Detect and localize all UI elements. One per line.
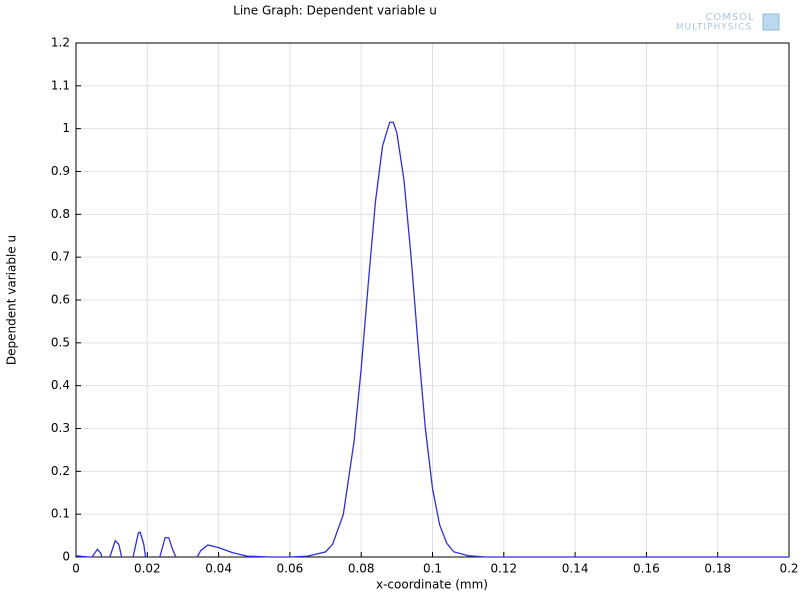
y-tick-label: 1.2 — [51, 36, 70, 50]
x-tick-label: 0.16 — [633, 562, 660, 576]
x-tick-label: 0.02 — [134, 562, 161, 576]
x-tick-label: 0.12 — [490, 562, 517, 576]
x-tick-label: 0.1 — [423, 562, 442, 576]
logo-icon — [762, 13, 780, 31]
logo-text: MULTIPHYSICS — [676, 23, 752, 33]
y-tick-label: 0.8 — [51, 207, 70, 221]
x-tick-label: 0.2 — [779, 562, 798, 576]
x-tick-label: 0.04 — [205, 562, 232, 576]
y-tick-label: 1.1 — [51, 78, 70, 92]
x-tick-label: 0.14 — [562, 562, 589, 576]
y-tick-label: 0.6 — [51, 293, 70, 307]
logo-text: COMSOL — [705, 12, 754, 23]
y-tick-label: 0.7 — [51, 250, 70, 264]
x-tick-label: 0.06 — [277, 562, 304, 576]
y-tick-label: 0.4 — [51, 378, 70, 392]
x-tick-label: 0.08 — [348, 562, 375, 576]
y-axis-label: Dependent variable u — [5, 235, 19, 365]
x-axis-label: x-coordinate (mm) — [376, 578, 488, 592]
y-tick-label: 0.9 — [51, 164, 70, 178]
y-tick-label: 0.5 — [51, 335, 70, 349]
y-tick-label: 1 — [62, 121, 70, 135]
plot-frame — [75, 42, 790, 558]
x-tick-label: 0.18 — [704, 562, 731, 576]
y-tick-label: 0 — [62, 550, 70, 564]
y-tick-label: 0.1 — [51, 507, 70, 521]
chart-title: Line Graph: Dependent variable u — [233, 4, 437, 18]
x-tick-label: 0 — [72, 562, 80, 576]
y-tick-label: 0.3 — [51, 421, 70, 435]
data-line — [75, 121, 789, 558]
y-tick-label: 0.2 — [51, 464, 70, 478]
